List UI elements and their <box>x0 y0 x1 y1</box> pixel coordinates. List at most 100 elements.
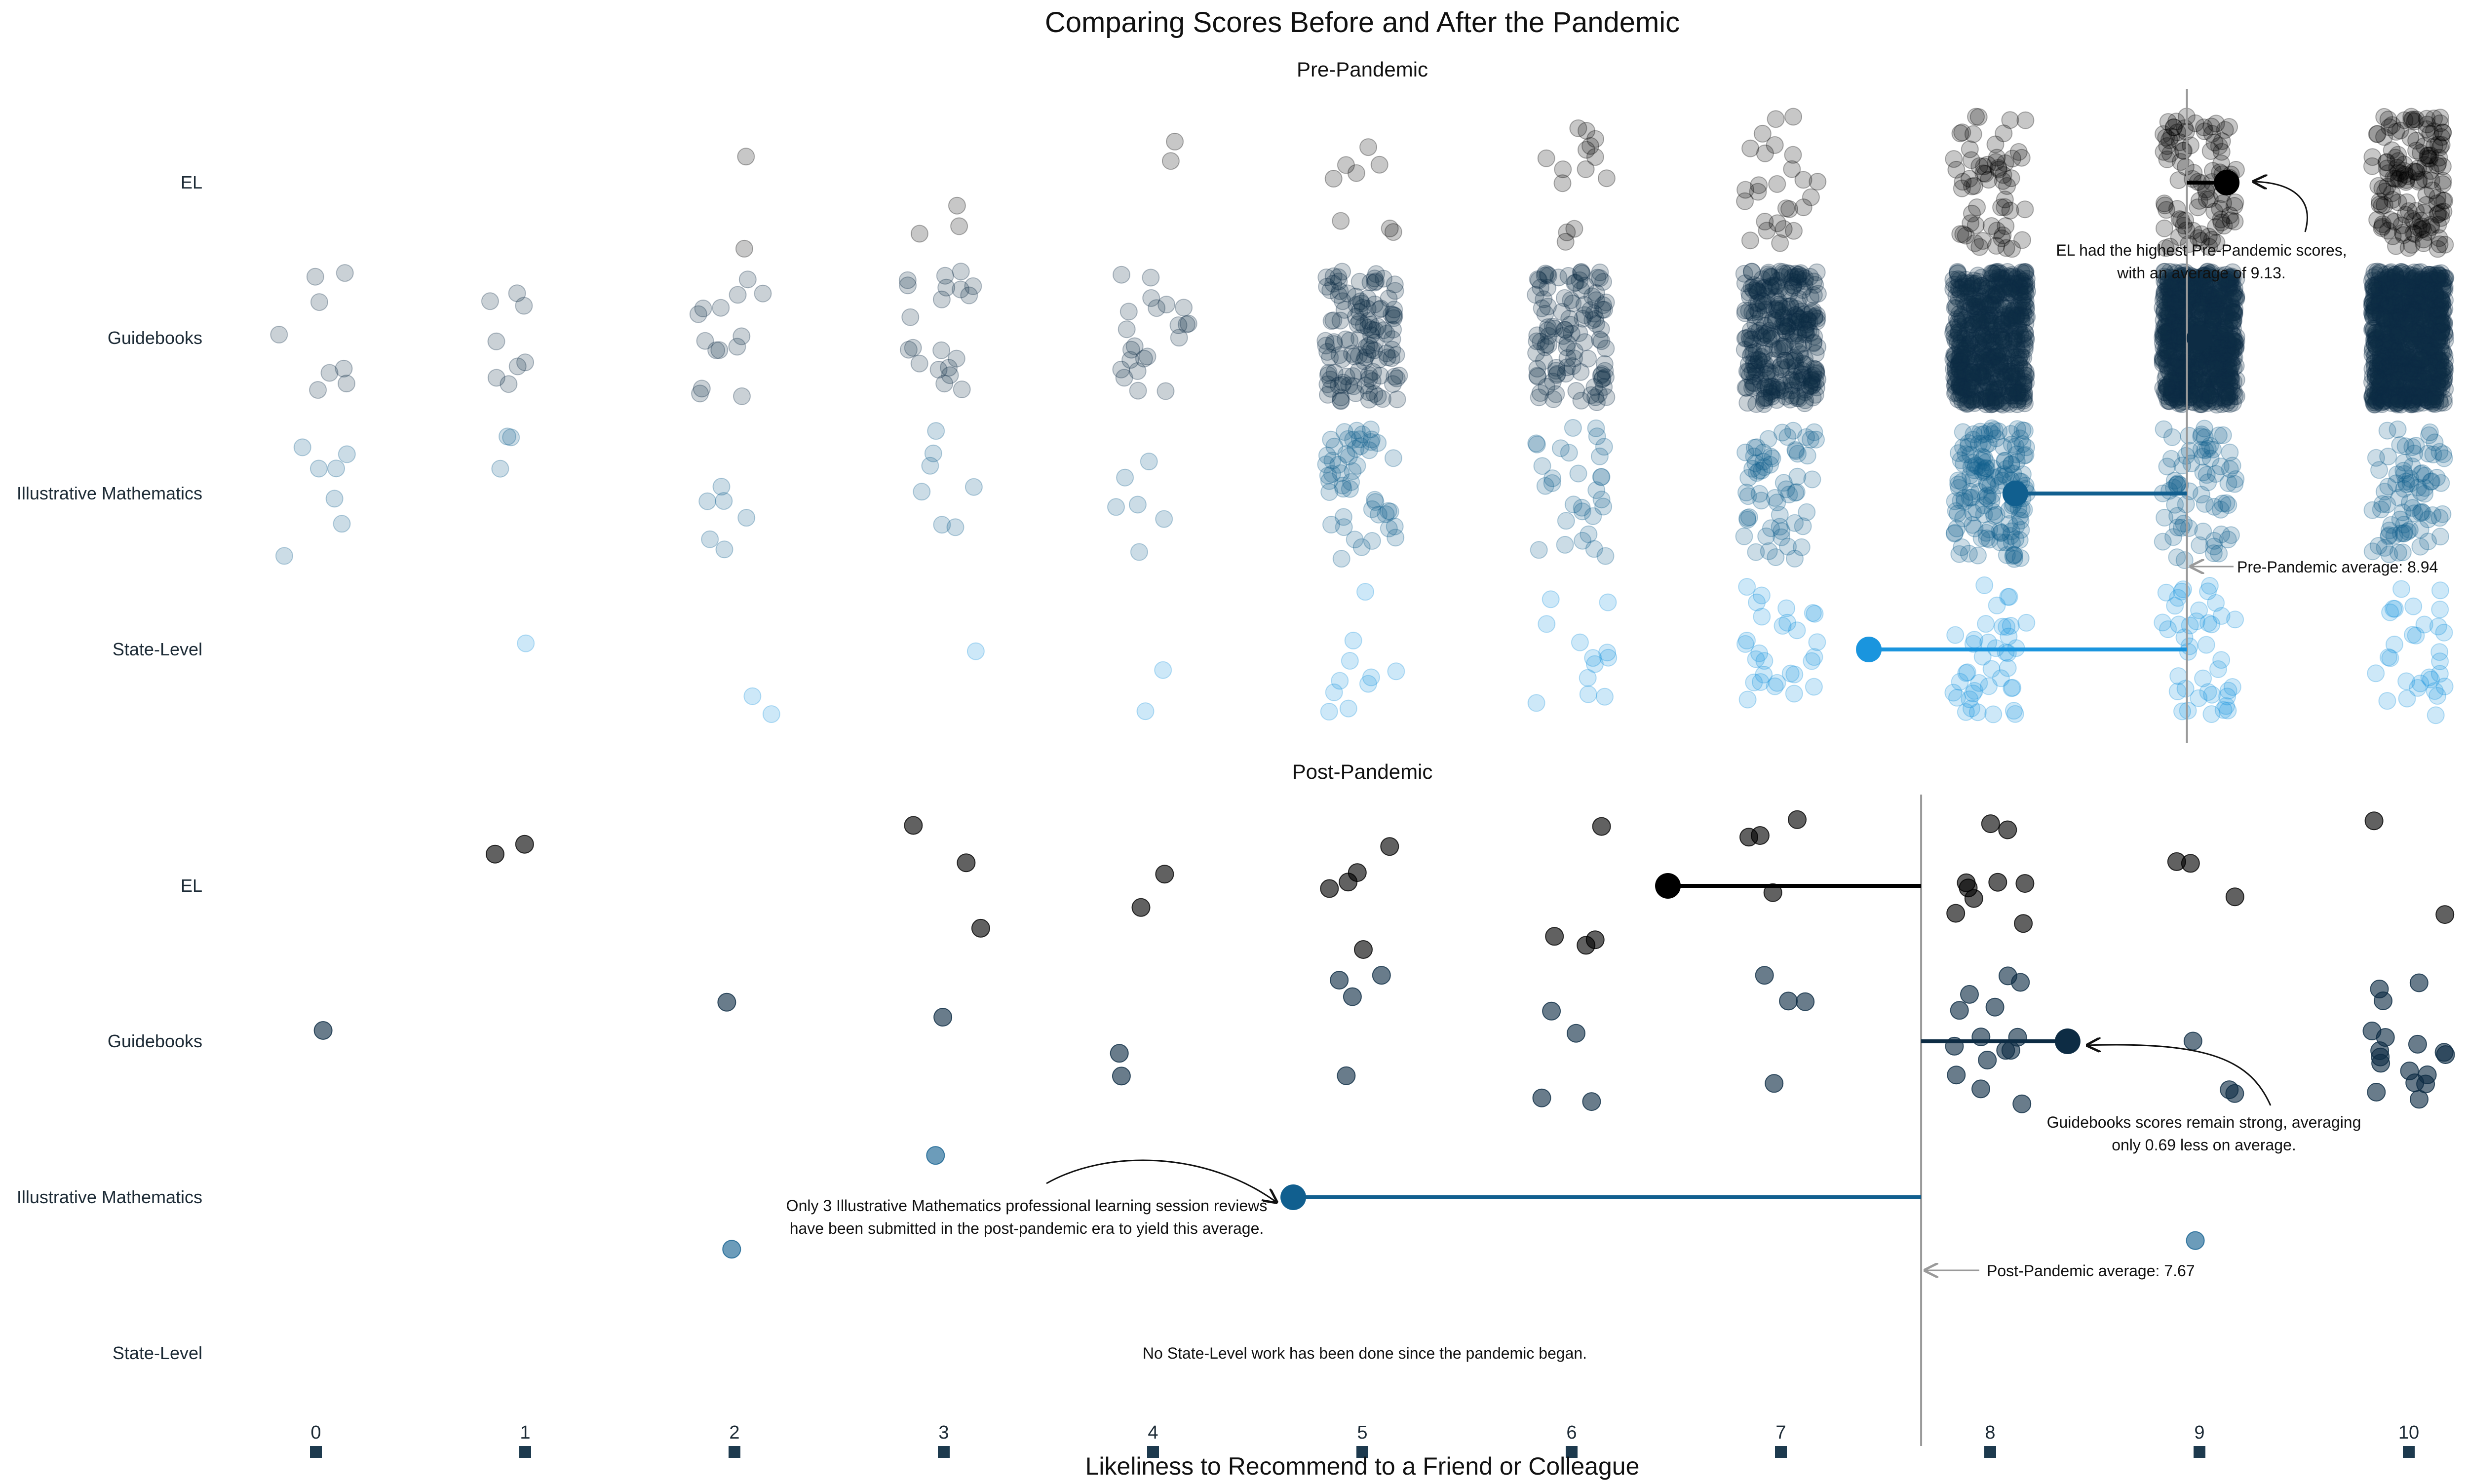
data-point <box>309 381 327 399</box>
data-point <box>1995 334 2012 352</box>
x-tick-label: 10 <box>2398 1422 2419 1443</box>
category-label: Guidebooks <box>108 328 202 348</box>
data-point <box>1558 358 1576 377</box>
data-point <box>1324 170 1343 188</box>
data-point <box>1587 419 1605 437</box>
data-point <box>2197 636 2215 654</box>
data-point <box>2433 157 2452 176</box>
data-point <box>1789 326 1808 344</box>
data-point <box>1375 321 1393 340</box>
data-point <box>502 428 520 447</box>
data-point <box>275 547 293 565</box>
data-point <box>2222 310 2240 328</box>
data-point <box>1560 444 1578 462</box>
data-point <box>1527 286 1545 304</box>
data-point <box>2376 183 2394 201</box>
data-point <box>325 490 344 508</box>
data-point <box>1788 371 1806 389</box>
data-point <box>1547 359 1565 377</box>
data-point <box>2200 190 2219 208</box>
data-point <box>2189 198 2207 217</box>
data-point <box>952 263 970 281</box>
data-point <box>2013 231 2031 249</box>
data-point <box>1762 327 1780 345</box>
data-point <box>1557 512 1575 530</box>
data-point <box>1372 300 1390 318</box>
data-point <box>2384 227 2402 245</box>
data-point <box>1341 480 1359 498</box>
data-point <box>2155 143 2173 161</box>
data-point <box>1969 108 1988 126</box>
data-point <box>1350 272 1369 291</box>
data-point <box>2170 615 2188 634</box>
data-point <box>1157 382 1175 400</box>
data-point <box>1779 309 1798 327</box>
data-point <box>1383 305 1400 324</box>
data-point <box>1597 368 1615 386</box>
data-point <box>1792 365 1811 383</box>
data-point <box>1785 349 1804 367</box>
data-point <box>2383 116 2401 134</box>
data-point <box>1994 172 2012 190</box>
data-point <box>2365 279 2383 298</box>
data-point <box>1749 283 1767 301</box>
data-point <box>333 515 351 533</box>
data-point <box>1944 350 1963 368</box>
data-point <box>691 384 709 403</box>
data-point <box>1753 292 1771 310</box>
data-point <box>1116 468 1134 487</box>
data-point <box>1346 531 1364 549</box>
data-point <box>1771 234 1789 252</box>
data-point <box>1975 576 1994 594</box>
data-point <box>1796 320 1814 339</box>
data-point <box>1539 279 1557 297</box>
data-point <box>1977 615 1995 633</box>
data-point <box>1565 220 1583 238</box>
data-point <box>1344 631 1362 649</box>
data-point <box>1775 382 1793 400</box>
data-point <box>2433 123 2452 142</box>
data-point <box>2394 226 2413 244</box>
data-point <box>1360 370 1378 388</box>
data-point <box>1354 940 1373 959</box>
data-point <box>293 438 311 457</box>
data-point <box>1751 673 1770 691</box>
data-point <box>1987 237 2005 255</box>
x-tick-label: 8 <box>1985 1422 1995 1443</box>
data-point <box>1785 685 1803 703</box>
data-point <box>899 341 918 359</box>
data-point <box>1994 226 2012 244</box>
data-point <box>1348 296 1366 314</box>
data-point <box>2433 175 2452 193</box>
data-point <box>1121 351 1140 369</box>
data-point <box>1964 373 1982 391</box>
data-point <box>1119 303 1138 321</box>
chart-title: Comparing Scores Before and After the Pa… <box>1045 6 1680 38</box>
data-point <box>1786 514 1804 532</box>
data-point <box>1112 1066 1131 1086</box>
data-point <box>1555 289 1574 307</box>
data-point <box>2192 225 2210 243</box>
data-point <box>1536 477 1554 495</box>
data-point <box>1758 222 1776 240</box>
data-point <box>2399 314 2418 332</box>
data-point <box>1772 323 1790 342</box>
data-point <box>1787 362 1806 380</box>
data-point <box>1377 325 1395 343</box>
data-point <box>2200 238 2218 256</box>
data-point <box>1957 227 1975 245</box>
data-point <box>1791 345 1810 363</box>
data-point <box>2397 171 2416 189</box>
data-point <box>1756 377 1774 395</box>
data-point <box>335 359 353 378</box>
data-point <box>2371 192 2389 210</box>
data-point <box>2180 519 2198 537</box>
data-point <box>2384 169 2402 188</box>
data-point <box>1807 363 1825 381</box>
data-point <box>1166 132 1184 151</box>
data-point <box>1960 985 1979 1004</box>
average-dot <box>2054 1028 2081 1054</box>
data-point <box>2422 216 2440 234</box>
data-point <box>500 375 518 393</box>
average-dot <box>1280 1184 1307 1210</box>
